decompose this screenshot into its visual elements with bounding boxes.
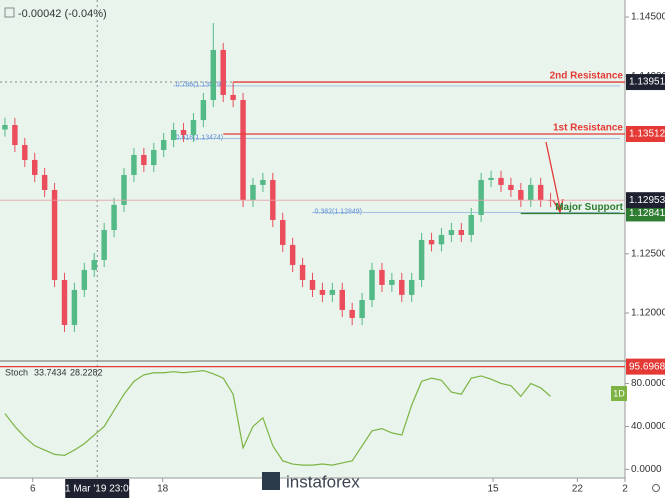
price-box-label: 1.12953 [629,195,665,206]
price-box-label: 1.13512 [629,129,665,140]
candle-body [170,129,177,141]
candle-body [260,179,266,185]
candle-body [180,129,187,135]
price-box [626,192,665,209]
candle-body [329,289,336,295]
candle-body [498,177,504,185]
price-box [626,126,665,143]
candle-body [528,184,534,200]
candle-body [230,94,236,101]
candle-body [339,289,345,310]
level-label: 1st Resistance [553,123,623,134]
candle-body [151,149,157,166]
interval-button-label[interactable]: 1D [613,388,625,398]
x-tick-label: 22 [572,484,584,495]
crosshair-box [65,479,130,498]
price-box-label: 1.13951 [629,77,665,88]
stoch-line [4,369,551,466]
candle-body [41,174,48,191]
candle-body [319,289,326,295]
candle-body [51,190,58,280]
candle-body [200,100,207,121]
indicator-value: 28.2282 [70,367,103,377]
candle-body [458,230,465,235]
y-tick-label: 1.12000 [631,308,665,319]
candle-body [389,279,395,285]
x-tick-label: 2 [622,484,628,495]
candle-body [299,264,306,280]
y-tick-label: 1.12500 [631,248,665,259]
candle-body [280,219,286,245]
candle-body [309,279,316,290]
crosshair-label: 11 Mar '19 23:00 [60,484,134,495]
price-box [626,74,665,91]
fib-label: 0.618(1.13474) [176,134,223,141]
y-tick-label: 40.0000 [631,421,665,432]
candle-body [31,159,38,175]
candle-body [418,239,425,280]
candle-body [478,179,484,215]
candle-body [448,230,455,235]
logo [262,472,280,490]
icon [4,7,15,18]
x-tick-label: 6 [30,484,36,495]
price-box [626,205,665,222]
interval-button[interactable] [611,386,627,401]
candle-body [359,299,365,318]
candle-body [101,230,107,260]
change-text: -0.00042 (-0.04%) [18,8,107,20]
candle-body [210,49,217,101]
candle-body [488,177,494,180]
candle-body [508,184,514,191]
arrow [545,141,564,214]
fib-label: 0.382(1.12849) [315,208,362,215]
candle-body [250,184,256,200]
price-box-label: 1.12841 [629,208,665,219]
indicator-value: 33.7434 [34,367,67,377]
candle-body [408,279,415,295]
price-box-label: 95.6968 [629,361,665,372]
candle-body [131,154,137,175]
candle-body [438,234,445,245]
candle-body [349,309,355,318]
candle-body [81,269,88,290]
price-box [626,358,665,375]
x-tick-label: 18 [157,484,169,495]
candle-body [289,244,296,265]
candle-body [399,279,405,295]
candle-body [22,145,28,160]
watermark: instaforex [286,472,360,491]
candle-body [468,214,474,235]
candle-body [518,190,524,200]
candle-body [61,279,68,325]
y-tick-label: 1.14500 [631,12,665,23]
indicator-name: Stoch [5,367,28,377]
candle-body [240,100,246,200]
y-tick-label: 80.0000 [631,378,665,389]
candle-body [537,184,544,200]
candle-body [121,174,127,205]
candle-body [111,204,117,231]
candle-body [190,120,197,135]
candle-body [220,49,226,95]
candle-body [2,125,8,130]
candle-body [12,125,18,146]
candle-body [141,154,147,166]
x-tick-label: 15 [487,484,499,495]
candle-body [369,269,375,300]
candle-body [71,289,78,325]
settings-icon[interactable] [652,484,660,492]
candle-body [91,259,97,270]
candle-body [379,269,385,285]
plot-background [0,0,625,478]
candle-body [160,140,167,150]
y-tick-label: 0.0000 [631,464,662,475]
candle-body [428,239,435,245]
time-axis [0,478,665,499]
fib-label: 0.786(1.13919) [176,82,223,89]
level-label: Major Support [555,202,623,213]
level-label: 2nd Resistance [550,71,624,82]
